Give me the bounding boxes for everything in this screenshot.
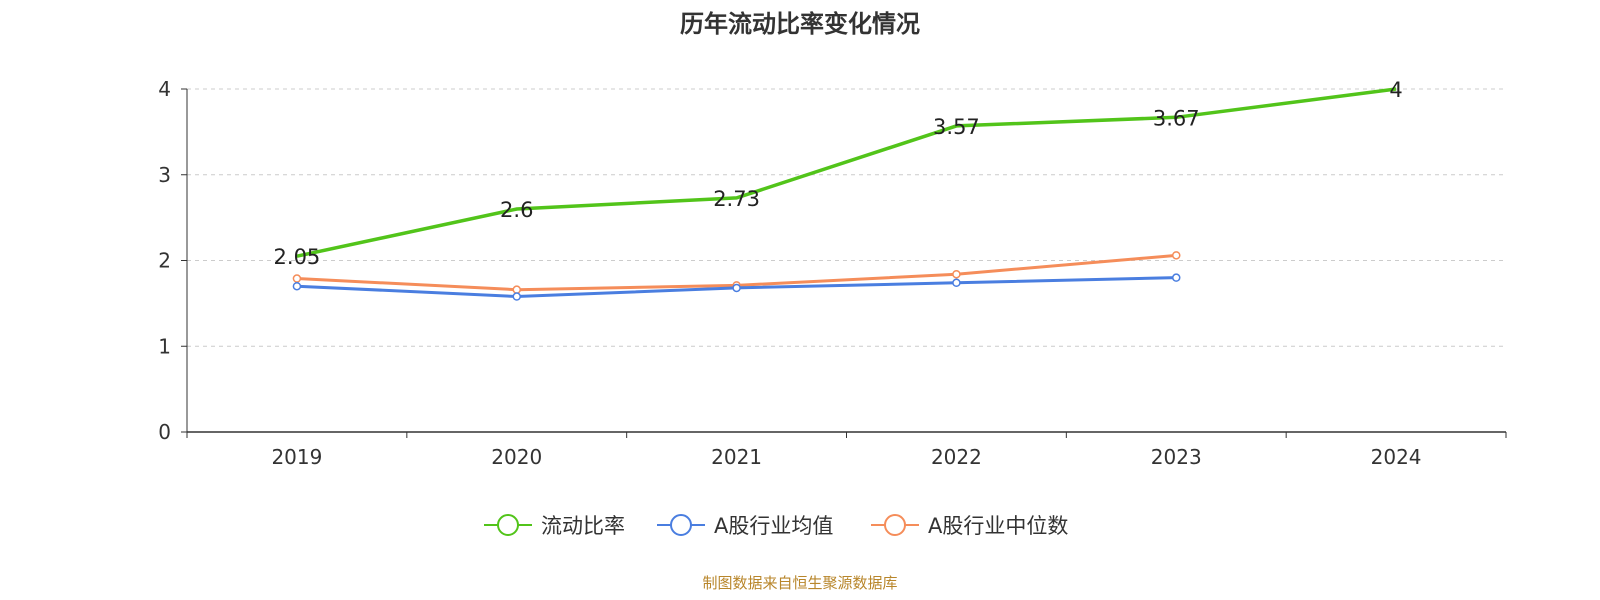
legend-item: 流动比率 <box>484 514 625 538</box>
x-tick-label: 2020 <box>491 445 542 469</box>
y-tick-label: 4 <box>158 77 171 101</box>
data-point <box>732 283 741 293</box>
data-point <box>1172 251 1181 260</box>
data-label: 3.57 <box>933 115 980 139</box>
data-point <box>292 281 302 291</box>
data-label: 2.6 <box>500 198 533 222</box>
data-point <box>512 292 521 301</box>
grid-layer <box>187 88 1506 347</box>
x-tick-label: 2024 <box>1371 445 1422 469</box>
series-layer <box>292 87 1397 301</box>
legend-item: A股行业中位数 <box>871 514 1068 538</box>
axis-layer: 0 1 2 3 4 2019 2020 2021 2022 2023 2024 <box>158 77 1507 469</box>
legend: 流动比率 A股行业均值 A股行业中位数 <box>484 514 1068 538</box>
legend-label: A股行业均值 <box>714 514 833 538</box>
legend-marker <box>670 514 692 536</box>
chart-title: 历年流动比率变化情况 <box>680 10 920 38</box>
data-label: 2.73 <box>713 187 760 211</box>
data-label: 2.05 <box>274 245 321 269</box>
x-tick-label: 2019 <box>271 445 322 469</box>
x-tick-label: 2022 <box>931 445 982 469</box>
data-point <box>952 278 961 288</box>
legend-marker <box>497 514 519 536</box>
y-tick-label: 1 <box>158 334 171 358</box>
data-point <box>512 285 521 294</box>
x-tick-label: 2021 <box>711 445 762 469</box>
x-tick-label: 2023 <box>1151 445 1202 469</box>
data-point <box>952 269 961 279</box>
y-tick-label: 2 <box>158 249 171 273</box>
source-note: 制图数据来自恒生聚源数据库 <box>702 574 898 592</box>
y-tick-label: 0 <box>158 420 171 444</box>
data-point <box>1172 273 1181 282</box>
series-line <box>296 87 1397 258</box>
data-label: 4 <box>1389 78 1402 102</box>
y-tick-label: 3 <box>158 163 171 187</box>
data-point <box>292 274 302 283</box>
legend-label: 流动比率 <box>541 514 625 538</box>
legend-label: A股行业中位数 <box>928 514 1068 538</box>
legend-marker <box>884 514 906 536</box>
data-label-layer: 2.05 2.6 2.73 3.57 3.67 4 <box>274 78 1403 269</box>
line-chart: 0 1 2 3 4 2019 2020 2021 2022 2023 2024 2.05 2.6 2.7… <box>158 77 1507 538</box>
data-label: 3.67 <box>1153 106 1200 130</box>
legend-item: A股行业均值 <box>657 514 833 538</box>
